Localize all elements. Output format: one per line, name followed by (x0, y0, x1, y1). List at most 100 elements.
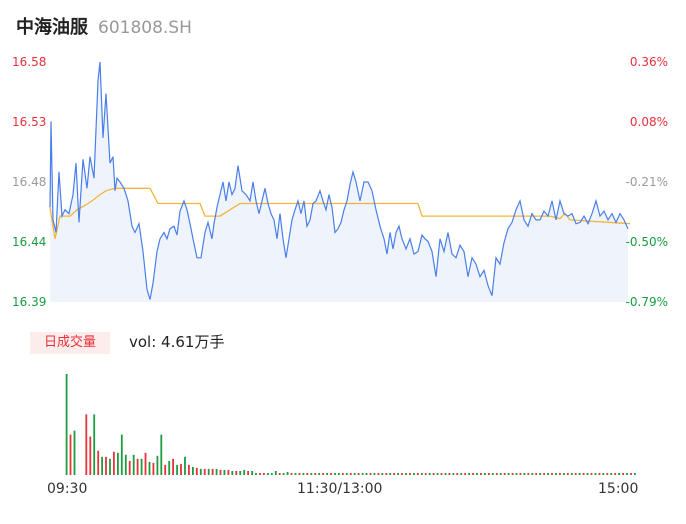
volume-bar (270, 473, 273, 475)
volume-bar (499, 473, 502, 475)
volume-bar (515, 473, 518, 475)
volume-bar (476, 473, 478, 475)
volume-bar (314, 473, 317, 475)
volume-bar (144, 452, 147, 475)
volume-bar (373, 473, 376, 475)
volume-bar (606, 473, 609, 475)
volume-bar (523, 473, 526, 475)
volume-bar (128, 460, 131, 475)
volume-bar (101, 456, 103, 475)
volume-bar (255, 473, 257, 475)
volume-bar (527, 473, 530, 475)
volume-bar (551, 473, 553, 475)
y-tick-left: 16.53 (12, 115, 47, 129)
volume-bar (582, 473, 585, 475)
volume-bar (203, 468, 206, 475)
volume-bar (310, 473, 313, 475)
volume-bar (365, 473, 368, 475)
y-tick-left: 16.58 (12, 55, 47, 69)
volume-bar (247, 471, 249, 475)
volume-bar (460, 473, 463, 475)
volume-bar (136, 458, 139, 475)
volume-bar (393, 473, 396, 475)
volume-bar (124, 454, 127, 475)
volume-bar (152, 462, 155, 475)
stock-code: 601808.SH (98, 18, 192, 38)
volume-bar (574, 473, 577, 475)
volume-bar (69, 434, 72, 475)
volume-bar (570, 473, 573, 475)
volume-bar (168, 460, 171, 475)
y-tick-left: 16.39 (12, 295, 47, 309)
y-tick-right: -0.50% (625, 235, 668, 249)
daily-volume-badge: 日成交量 (30, 332, 110, 354)
volume-bar (298, 473, 301, 475)
volume-bar (507, 473, 510, 475)
volume-bar (511, 473, 514, 475)
volume-bar (306, 473, 309, 475)
volume-bar (424, 473, 427, 475)
stock-name: 中海油服 (16, 17, 88, 38)
volume-bar (503, 473, 506, 475)
volume-bar (456, 473, 459, 475)
volume-bar (578, 473, 581, 475)
volume-bar (535, 473, 538, 475)
volume-bar (89, 436, 92, 475)
volume-bar (614, 473, 617, 475)
volume-bar (491, 473, 494, 475)
volume-bar (602, 473, 605, 475)
volume-bar (93, 414, 96, 475)
volume-bar (180, 463, 182, 475)
volume-bar (109, 458, 111, 475)
volume-bar (409, 473, 411, 475)
volume-bar (413, 473, 415, 475)
volume-bar (211, 468, 214, 475)
volume-bar (267, 473, 269, 475)
volume-bar (440, 473, 443, 475)
volume-bar (318, 473, 321, 475)
volume-bar (330, 473, 332, 475)
volume-bar (566, 473, 569, 475)
volume-bar (531, 473, 534, 475)
volume-bar (207, 468, 210, 475)
volume-bar (294, 473, 297, 475)
volume-bar (302, 473, 305, 475)
volume-bar (235, 471, 238, 475)
volume-bar (263, 473, 265, 475)
volume-bar (239, 471, 242, 475)
volume-bar (452, 473, 455, 475)
volume-bar (199, 468, 202, 475)
volume-bar (231, 471, 234, 475)
volume-bar (563, 473, 565, 475)
volume-bar (361, 473, 364, 475)
y-tick-left: 16.44 (12, 235, 47, 249)
volume-bar (251, 471, 253, 475)
volume-bar (444, 473, 447, 475)
volume-bar (436, 473, 439, 475)
volume-bar (488, 473, 490, 475)
volume-bar (472, 473, 474, 475)
volume-bar (176, 464, 178, 475)
volume-bar (432, 473, 435, 475)
y-tick-right: -0.21% (625, 175, 668, 189)
volume-bar (495, 473, 498, 475)
volume-bar (590, 473, 593, 475)
volume-bar (322, 473, 324, 475)
volume-bar (349, 473, 352, 475)
volume-bar (464, 473, 467, 475)
volume-bar (353, 473, 356, 475)
volume-bar (345, 473, 348, 475)
volume-bar (243, 469, 246, 475)
volume-bar (559, 473, 561, 475)
volume-bar (188, 464, 190, 475)
x-tick: 15:00 (598, 481, 639, 497)
volume-bar (381, 473, 384, 475)
volume-bar (117, 452, 119, 475)
volume-bar (341, 473, 344, 475)
x-tick: 11:30/13:00 (297, 481, 383, 497)
volume-bar (377, 473, 380, 475)
volume-bar (278, 473, 281, 475)
x-tick: 09:30 (47, 481, 88, 497)
volume-bar (184, 456, 186, 475)
